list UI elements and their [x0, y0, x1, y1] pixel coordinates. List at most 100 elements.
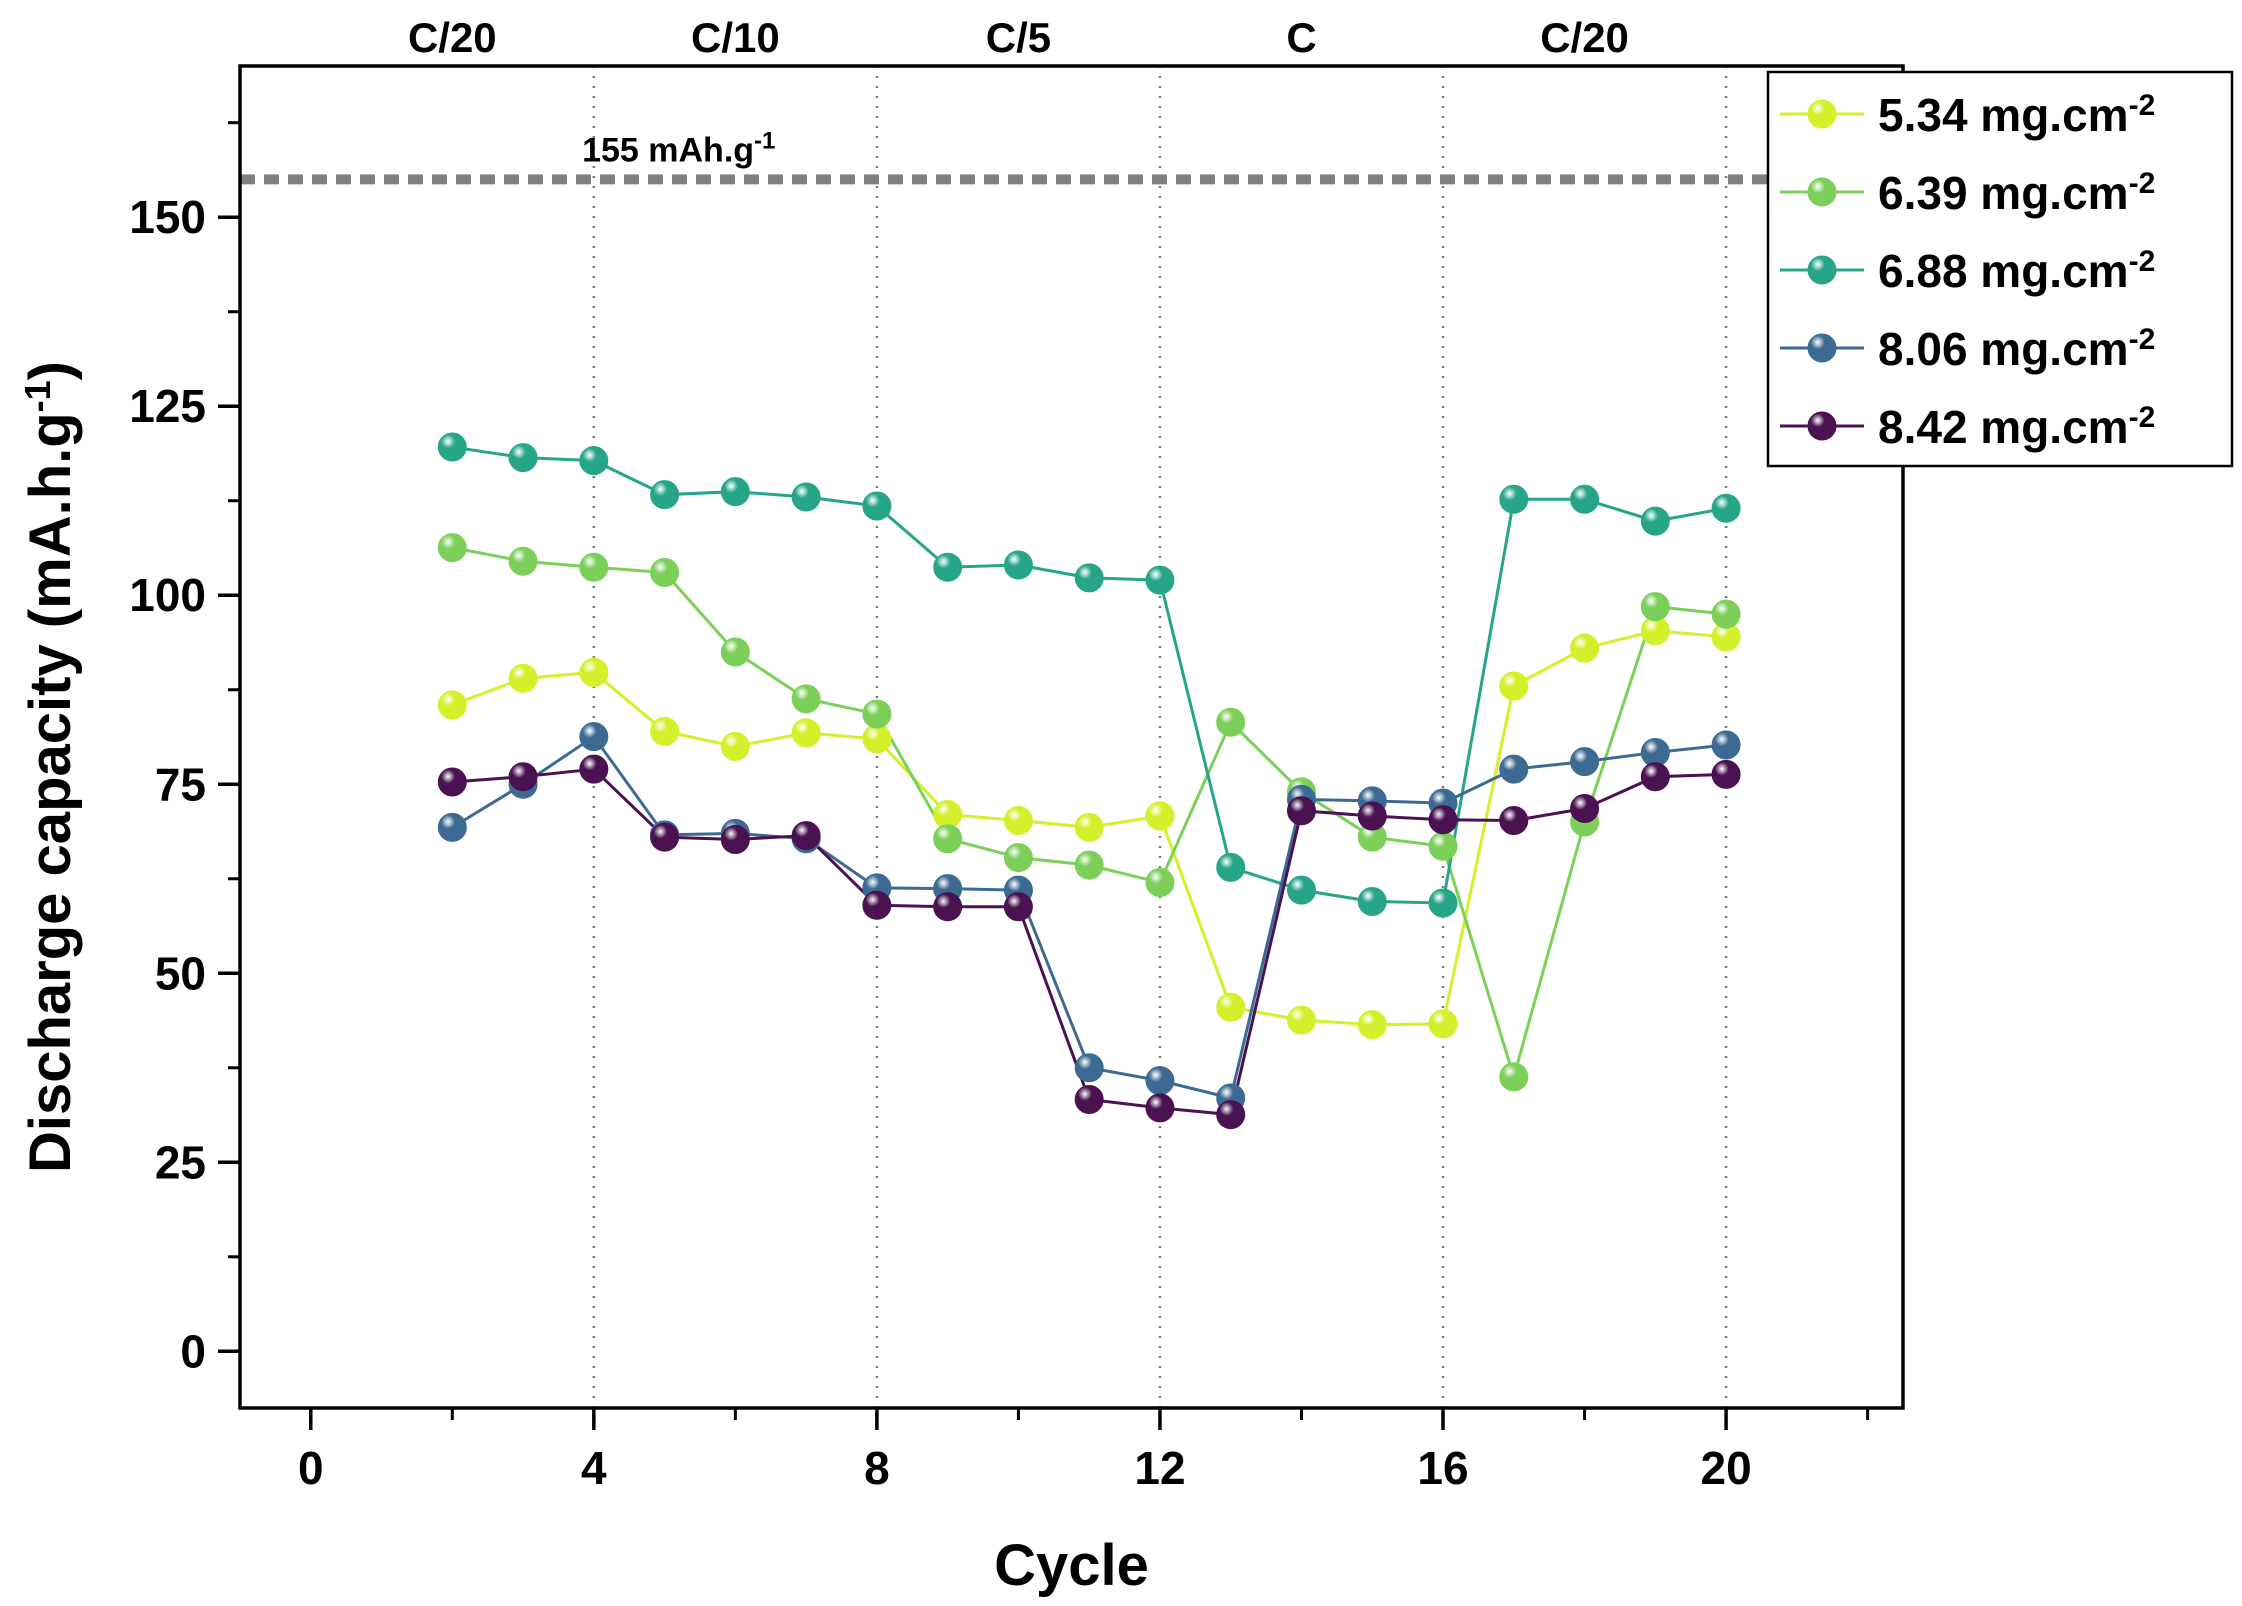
- data-point-series-1: [720, 731, 750, 761]
- data-point-series-1: [508, 663, 538, 693]
- legend-marker-3: [1807, 255, 1837, 285]
- data-point-series-3: [650, 480, 680, 510]
- legend-label-sup: -2: [2129, 89, 2156, 122]
- data-point-series-5: [1145, 1093, 1175, 1123]
- data-point-series-2: [862, 699, 892, 729]
- legend-label-main: 6.39 mg.cm: [1878, 167, 2129, 219]
- data-point-series-5: [1711, 759, 1741, 789]
- legend-marker-4: [1807, 333, 1837, 363]
- y-axis-title: Discharge capacity (mA.h.g-1): [17, 361, 84, 1173]
- data-point-series-4: [1499, 754, 1529, 784]
- data-point-series-3: [1640, 506, 1670, 536]
- data-point-series-3: [1428, 888, 1458, 918]
- data-point-series-3: [1074, 563, 1104, 593]
- series-line-4: [451, 734, 1727, 1100]
- data-point-series-5: [437, 767, 467, 797]
- data-point-series-5: [1357, 801, 1387, 831]
- data-point-series-5: [579, 754, 609, 784]
- data-point-series-4: [1711, 730, 1741, 760]
- data-point-series-4: [437, 812, 467, 842]
- data-point-series-2: [437, 533, 467, 563]
- x-tick-label: 0: [298, 1442, 324, 1494]
- y-tick-label: 150: [129, 191, 206, 243]
- legend-label-sup: -2: [2129, 401, 2156, 434]
- data-point-series-3: [720, 477, 750, 507]
- legend-label-sup: -2: [2129, 245, 2156, 278]
- data-point-series-5: [1499, 806, 1529, 836]
- data-point-series-5: [1074, 1085, 1104, 1115]
- data-point-series-2: [720, 637, 750, 667]
- data-point-series-1: [1357, 1010, 1387, 1040]
- legend-label-main: 5.34 mg.cm: [1878, 89, 2129, 141]
- x-tick-label: 8: [864, 1442, 890, 1494]
- data-point-series-2: [1711, 599, 1741, 629]
- data-point-series-1: [1003, 806, 1033, 836]
- x-tick-label: 4: [581, 1442, 607, 1494]
- data-point-series-1: [650, 716, 680, 746]
- data-point-series-1: [862, 724, 892, 754]
- data-point-series-1: [579, 657, 609, 687]
- reference-line-label-sup: -1: [754, 127, 775, 154]
- data-point-series-1: [1286, 1005, 1316, 1035]
- rate-label: C/10: [691, 14, 780, 61]
- y-tick-label: 0: [180, 1325, 206, 1377]
- data-point-series-3: [508, 443, 538, 473]
- data-point-series-5: [933, 892, 963, 922]
- y-axis-title-main: Discharge capacity (mA.h.g: [18, 412, 83, 1173]
- y-tick-label: 100: [129, 569, 206, 621]
- legend-label-3: 6.88 mg.cm-2: [1878, 245, 2155, 298]
- legend-label-main: 8.42 mg.cm: [1878, 401, 2129, 453]
- data-point-series-4: [1570, 747, 1600, 777]
- plot-frame: [238, 64, 1905, 1410]
- legend-label-sup: -2: [2129, 323, 2156, 356]
- data-point-series-1: [1074, 812, 1104, 842]
- data-point-series-1: [1570, 633, 1600, 663]
- data-point-series-5: [650, 822, 680, 852]
- data-point-series-1: [1216, 992, 1246, 1022]
- data-point-series-5: [1003, 892, 1033, 922]
- data-point-series-5: [862, 890, 892, 920]
- data-point-series-3: [1286, 875, 1316, 905]
- reference-line-label: 155 mAh.g-1: [582, 127, 775, 170]
- y-axis-title-close: ): [18, 361, 83, 380]
- rate-label: C/20: [1540, 14, 1629, 61]
- data-point-series-2: [1428, 831, 1458, 861]
- data-point-series-5: [1428, 805, 1458, 835]
- rate-divider-lines: [592, 66, 1728, 1408]
- data-point-series-2: [1074, 850, 1104, 880]
- data-point-series-4: [1145, 1066, 1175, 1096]
- y-tick-label: 125: [129, 380, 206, 432]
- data-point-series-5: [791, 821, 821, 851]
- data-point-series-2: [508, 546, 538, 576]
- data-point-series-2: [1640, 592, 1670, 622]
- data-point-series-2: [1499, 1062, 1529, 1092]
- legend-label-1: 5.34 mg.cm-2: [1878, 89, 2155, 142]
- x-tick-label: 12: [1134, 1442, 1185, 1494]
- data-point-series-3: [437, 432, 467, 462]
- data-point-series-3: [1570, 484, 1600, 514]
- data-point-series-4: [1074, 1053, 1104, 1083]
- x-axis-title: Cycle: [994, 1533, 1149, 1598]
- data-point-series-1: [437, 690, 467, 720]
- data-point-series-5: [1570, 793, 1600, 823]
- legend-label-sup: -2: [2129, 167, 2156, 200]
- data-point-series-4: [579, 722, 609, 752]
- data-point-series-3: [579, 446, 609, 476]
- rate-label: C/5: [986, 14, 1051, 61]
- y-tick-label: 25: [155, 1136, 206, 1188]
- data-point-series-3: [933, 552, 963, 582]
- reference-line-label-main: 155 mAh.g: [582, 131, 754, 169]
- y-axis-title-sup: -1: [17, 380, 58, 412]
- y-tick-label: 50: [155, 947, 206, 999]
- data-point-series-3: [1357, 886, 1387, 916]
- legend-marker-5: [1807, 411, 1837, 441]
- data-point-series-3: [1711, 493, 1741, 523]
- legend: 5.34 mg.cm-26.39 mg.cm-26.88 mg.cm-28.06…: [1766, 70, 2234, 468]
- data-point-series-2: [1145, 868, 1175, 898]
- legend-marker-2: [1807, 177, 1837, 207]
- reference-line-group: 155 mAh.g-1: [240, 127, 1903, 185]
- data-point-series-3: [1216, 852, 1246, 882]
- x-tick-label: 20: [1700, 1442, 1751, 1494]
- data-point-series-3: [862, 491, 892, 521]
- data-point-series-3: [1499, 484, 1529, 514]
